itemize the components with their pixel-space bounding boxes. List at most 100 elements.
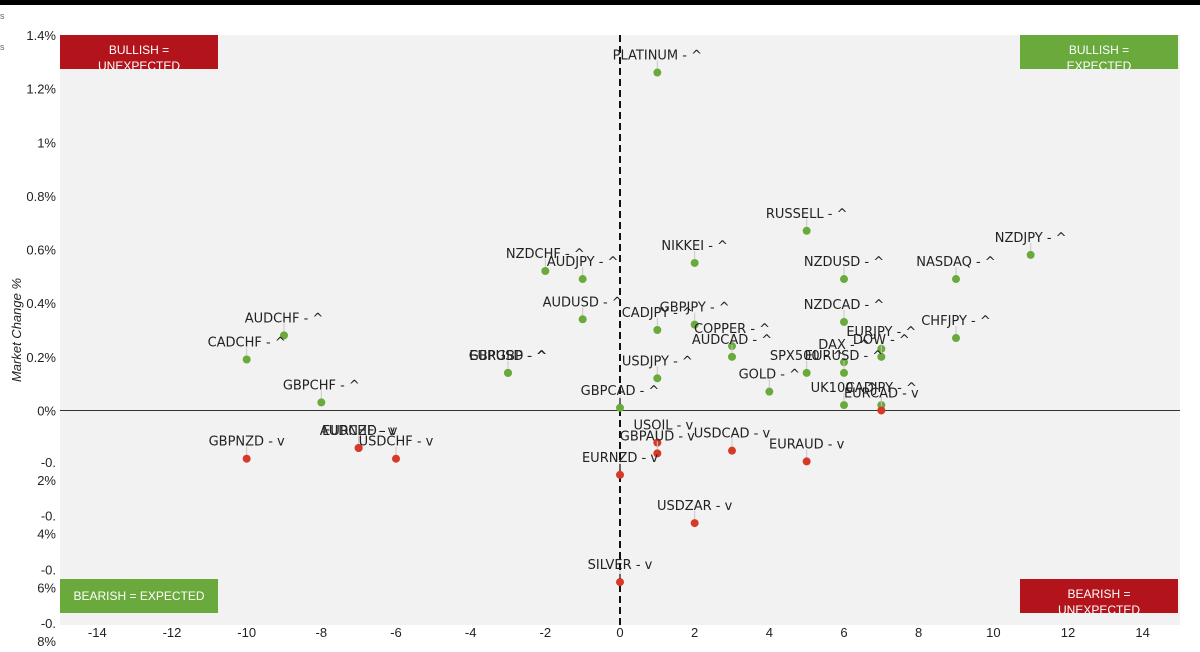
point-label: AUDNZD - v: [320, 424, 398, 439]
x-axis-ticks: -14 -12 -10 -8 -6 -4 -2 0 2 4 6 8 10 12 14: [88, 625, 1150, 640]
point-marker: [504, 368, 512, 377]
point-label: GBPUSD - ^: [469, 349, 547, 364]
point-audchf: AUDCHF - ^: [245, 311, 324, 340]
point-marker: [802, 226, 811, 235]
point-marker: [728, 352, 736, 361]
x-tick-12: -12: [163, 625, 182, 640]
point-label: GBPAUD - v: [620, 429, 695, 444]
y-tick-0-6-line2: 6%: [37, 580, 56, 595]
point-label: GOLD - ^: [739, 368, 800, 383]
x-tick-0: 0: [616, 625, 623, 640]
quadrant-bottom-right: BEARISH = UNEXPECTED: [1020, 579, 1178, 617]
point-marker: [690, 320, 699, 329]
edge-mark: s: [0, 11, 5, 21]
point-label: CHFJPY - ^: [921, 314, 991, 329]
quadrant-bottom-right-text-2: UNEXPECTED: [1058, 603, 1140, 617]
x-tick-10: -10: [237, 625, 256, 640]
point-cadchf: CADCHF - ^: [208, 336, 286, 364]
y-axis-ticks: 1.4% 1.2% 1% 0.8% 0.6% 0.4% 0.2% 0% -0. 2% -0. 4% -0…: [26, 28, 56, 649]
point-label: USDCAD - v: [694, 427, 771, 442]
point-label: EURGBP - ^: [469, 349, 546, 364]
x-tick-14: 14: [1135, 625, 1149, 640]
point-nzdjpy: NZDJPY - ^: [995, 231, 1067, 259]
x-tick-4: 4: [766, 625, 773, 640]
x-tick-14: -14: [88, 625, 107, 640]
point-label: NIKKEI - ^: [661, 239, 728, 254]
point-marker: [840, 401, 848, 410]
point-label: AUDCHF - ^: [245, 311, 324, 326]
point-label: EURCAD - v: [844, 386, 919, 401]
point-marker: [280, 331, 288, 340]
x-tick-8: -8: [316, 625, 328, 640]
x-tick-4: -4: [465, 625, 477, 640]
left-edge-marks: ss: [0, 11, 5, 52]
point-label: DAX - ^: [818, 338, 869, 353]
y-axis-title: Market Change %: [9, 278, 24, 382]
quadrant-top-right: BULLISH = EXPECTED: [1020, 35, 1178, 69]
quadrant-top-left-box: [60, 35, 218, 69]
point-marker: [317, 398, 326, 407]
x-tick-6: 6: [840, 625, 847, 640]
point-marker: [354, 444, 363, 452]
point-usoil-v: USOIL - v: [633, 419, 693, 447]
point-label: USDZAR - v: [657, 499, 733, 514]
y-tick-0-6: 0.6%: [26, 243, 56, 258]
point-marker: [840, 317, 848, 326]
point-marker: [877, 406, 886, 415]
point-label: CADJPY - ^: [622, 306, 693, 321]
y-tick-0-8-line2: 8%: [37, 634, 56, 649]
point-label: NZDCAD - ^: [804, 298, 884, 313]
point-audusd: AUDUSD - ^: [543, 295, 623, 324]
y-tick-0-4-line2: 4%: [37, 527, 56, 542]
quadrant-bottom-left: BEARISH = EXPECTED: [60, 579, 218, 613]
point-label: GBPCAD - ^: [581, 384, 660, 399]
point-marker: [653, 68, 662, 77]
point-label: USDJPY - ^: [622, 354, 693, 369]
point-usdjpy: USDJPY - ^: [622, 354, 693, 383]
x-tick-10: 10: [986, 625, 1000, 640]
y-tick-0-4: -0.: [41, 509, 56, 524]
point-silver-v: SILVER - v: [588, 558, 653, 587]
point-marker: [840, 368, 848, 377]
point-gbpcad: GBPCAD - ^: [581, 384, 660, 412]
point-marker: [392, 454, 400, 463]
y-tick-0-6: -0.: [41, 562, 56, 577]
point-label: GBPCHF - ^: [283, 378, 360, 393]
point-label: AUDCAD - ^: [692, 333, 772, 348]
point-marker: [616, 470, 624, 479]
point-label: AUDJPY - ^: [547, 255, 619, 270]
quadrant-bottom-right-box: [1020, 579, 1178, 613]
point-usdcad-v: USDCAD - v: [694, 427, 771, 455]
point-eurusd: EURUSD - ^: [805, 349, 883, 377]
point-eurnzd-v: EURNZD - v: [582, 451, 658, 479]
point-label: EURAUD - v: [769, 437, 845, 452]
point-label: USOIL - v: [633, 419, 693, 434]
point-label: NZDJPY - ^: [995, 231, 1067, 246]
point-marker: [840, 275, 848, 284]
point-label: CADJPY - ^: [846, 381, 917, 396]
point-label: EURNZD - v: [582, 451, 658, 466]
plot-area: [60, 35, 1180, 625]
point-marker: [765, 387, 774, 396]
quadrant-bottom-left-text: BEARISH = EXPECTED: [73, 589, 204, 603]
point-label: NZDUSD - ^: [804, 255, 884, 270]
point-label: SPX500 - ^: [770, 349, 844, 364]
point-nzdusd: NZDUSD - ^: [804, 255, 884, 284]
point-usdzar-v: USDZAR - v: [657, 499, 733, 528]
point-eurgbp: EURGBP - ^: [469, 349, 547, 377]
point-marker: [952, 334, 960, 343]
point-spx500: SPX500 - ^: [770, 349, 844, 377]
point-nasdaq: NASDAQ - ^: [916, 255, 996, 284]
point-eurcad-v: EURCAD - v: [844, 386, 919, 415]
point-eurjpy: EURJPY - ^: [846, 325, 916, 353]
point-gbpchf: GBPCHF - ^: [283, 378, 360, 407]
edge-mark: s: [0, 42, 5, 52]
point-label: GBPNZD - v: [209, 435, 285, 450]
quadrant-top-left: BULLISH = UNEXPECTED: [60, 35, 218, 69]
point-marker: [802, 457, 811, 466]
point-label: COPPER - ^: [694, 322, 770, 337]
x-tick-6: -6: [390, 625, 402, 640]
point-label: DOW - ^: [853, 333, 910, 348]
point-marker: [1026, 250, 1035, 259]
quadrant-bottom-right-text-1: BEARISH =: [1067, 587, 1130, 601]
